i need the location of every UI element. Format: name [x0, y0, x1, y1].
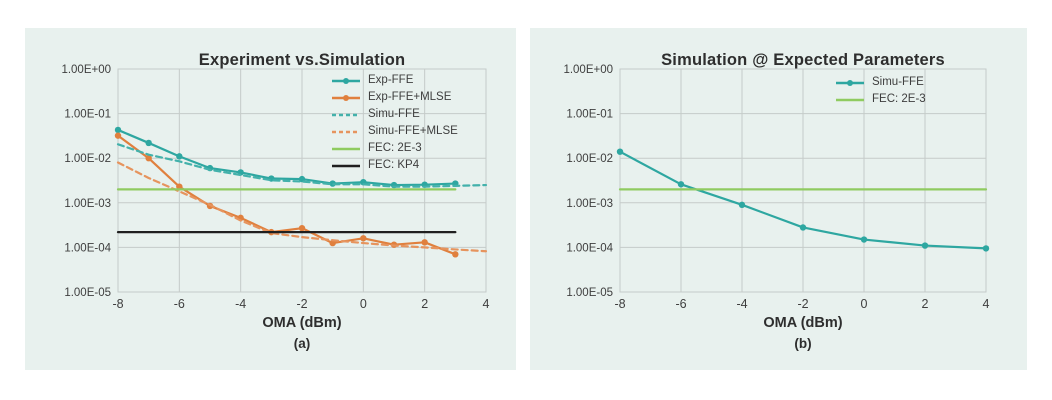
subfigure-caption-b: (b): [794, 336, 812, 351]
series-marker-Exp-FFE+MLSE: [145, 155, 152, 162]
subfigure-caption-a: (a): [293, 336, 311, 351]
legend-swatch-icon: [332, 147, 360, 150]
y-tick-label: 1.00E-02: [64, 153, 111, 165]
y-tick-label: 1.00E+00: [61, 64, 111, 76]
y-tick-label: 1.00E-01: [566, 109, 613, 121]
series-marker-Exp-FFE: [145, 139, 152, 147]
chart-title-a: Experiment vs.Simulation: [198, 50, 406, 69]
legend-swatch-icon: [332, 94, 360, 101]
series-marker-Exp-FFE+MLSE: [360, 235, 367, 242]
y-tick-label: 1.00E+00: [563, 64, 613, 76]
x-tick-label: -2: [296, 297, 307, 311]
y-tick-label: 1.00E-05: [64, 287, 111, 299]
legend-item: Simu-FFE+MLSE: [331, 123, 458, 140]
series-marker-Exp-FFE+MLSE: [452, 251, 459, 258]
series-line-Exp-FFE: [116, 128, 457, 187]
x-tick-label: 2: [922, 297, 929, 311]
x-tick-label: 0: [861, 297, 868, 311]
plot-frame: [117, 68, 487, 293]
x-tick-label: -8: [112, 297, 123, 311]
legend-item: FEC: 2E-3: [331, 140, 458, 157]
y-tick-label: 1.00E-03: [64, 198, 111, 210]
series-marker-Simu-FFE: [616, 148, 624, 155]
legend-b: Simu-FFE FEC: 2E-3: [835, 74, 926, 108]
series-line-Simu-FFE: [116, 143, 488, 188]
y-tick-label: 1.00E-05: [566, 287, 613, 299]
series-marker-Exp-FFE+MLSE: [114, 132, 122, 139]
y-tick-label: 1.00E-03: [566, 198, 613, 210]
series-marker-Exp-FFE: [176, 153, 183, 160]
legend-label: Exp-FFE+MLSE: [368, 90, 452, 103]
legend-item: Simu-FFE: [331, 106, 458, 123]
x-tick-label: 4: [483, 297, 490, 311]
chart-panel-a: 1.00E+00 1.00E-01 1.00E-02 1.00E-03 1.00E-04…: [25, 28, 516, 370]
legend-swatch-icon: [836, 98, 864, 101]
plot-svg-a: 1.00E+00 1.00E-01 1.00E-02 1.00E-03 1.00E-04…: [61, 64, 490, 311]
x-tick-label: -8: [614, 297, 625, 311]
legend-label: Exp-FFE: [368, 73, 414, 86]
series-marker-Simu-FFE: [738, 201, 746, 209]
legend-a: Exp-FFE Exp-FFE+MLSE Simu-FFE Simu-FFE+MLSE…: [331, 72, 458, 174]
x-axis-label-a: OMA (dBm): [262, 315, 342, 331]
series-marker-Simu-FFE: [860, 236, 868, 243]
legend-swatch-icon: [836, 79, 864, 86]
legend-label: FEC: 2E-3: [872, 92, 926, 105]
x-tick-label: 2: [421, 297, 428, 311]
legend-swatch-icon: [332, 130, 360, 133]
x-axis-label-b: OMA (dBm): [763, 315, 843, 331]
series-marker-Exp-FFE+MLSE: [421, 239, 428, 246]
series-line-Exp-FFE+MLSE: [116, 134, 457, 256]
x-tick-label: -6: [174, 297, 185, 311]
y-tick-label: 1.00E-01: [64, 109, 111, 121]
legend-label: Simu-FFE+MLSE: [368, 124, 458, 137]
legend-item: Exp-FFE: [331, 72, 458, 89]
legend-item: Exp-FFE+MLSE: [331, 89, 458, 106]
series-marker-Simu-FFE: [799, 224, 807, 231]
y-tick-label: 1.00E-04: [64, 242, 111, 254]
x-tick-label: 0: [360, 297, 367, 311]
series-line-Simu-FFE+MLSE: [116, 161, 488, 253]
legend-item: Simu-FFE: [835, 74, 926, 91]
legend-swatch-icon: [332, 77, 360, 84]
legend-swatch-icon: [332, 164, 360, 167]
legend-item: FEC: KP4: [331, 157, 458, 174]
series-marker-Exp-FFE+MLSE: [176, 183, 183, 190]
series-marker-Simu-FFE: [982, 245, 990, 252]
legend-item: FEC: 2E-3: [835, 91, 926, 108]
y-tick-label: 1.00E-04: [566, 242, 613, 254]
series-marker-Exp-FFE: [114, 126, 122, 134]
x-tick-label: -2: [797, 297, 808, 311]
plot-frame: [619, 68, 987, 293]
legend-label: FEC: 2E-3: [368, 141, 422, 154]
x-tick-label: -4: [736, 297, 747, 311]
legend-label: FEC: KP4: [368, 158, 420, 171]
plot-svg-b: 1.00E+00 1.00E-01 1.00E-02 1.00E-03 1.00E-04…: [563, 64, 990, 311]
series-marker-Exp-FFE+MLSE: [298, 224, 306, 232]
legend-swatch-icon: [332, 113, 360, 116]
series-marker-Exp-FFE+MLSE: [329, 239, 336, 247]
series-marker-Simu-FFE: [921, 242, 929, 249]
x-tick-label: 4: [983, 297, 990, 311]
chart-panel-b: 1.00E+00 1.00E-01 1.00E-02 1.00E-03 1.00E-04…: [530, 28, 1027, 370]
x-tick-label: -4: [235, 297, 246, 311]
legend-label: Simu-FFE: [368, 107, 420, 120]
legend-label: Simu-FFE: [872, 75, 924, 88]
series-marker-Simu-FFE: [677, 181, 685, 188]
y-tick-label: 1.00E-02: [566, 153, 613, 165]
chart-title-b: Simulation @ Expected Parameters: [661, 50, 945, 69]
x-tick-label: -6: [675, 297, 686, 311]
